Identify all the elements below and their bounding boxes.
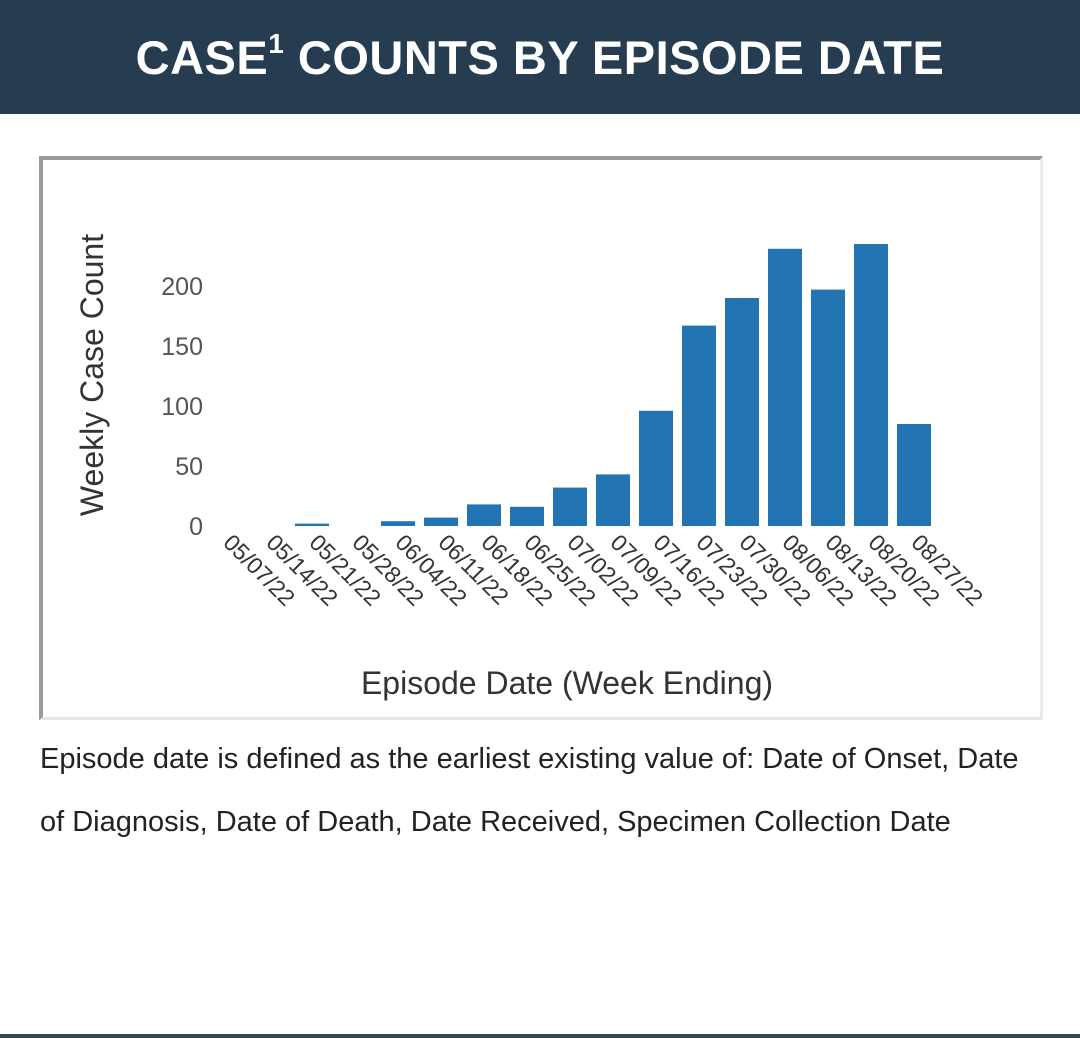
page-title: CASE1 COUNTS BY EPISODE DATE	[135, 27, 945, 85]
chart-frame: 0 50 100 150 200 05/07/22 05/14/22 05/21/22 05/…	[39, 156, 1043, 720]
x-axis-ticks: 05/07/2205/14/2205/21/2205/28/2206/04/22…	[218, 529, 988, 611]
bar	[854, 244, 888, 526]
bar	[424, 517, 458, 526]
bar	[639, 410, 673, 526]
bar	[725, 298, 759, 526]
bar	[467, 504, 501, 526]
bar	[682, 325, 716, 526]
bar	[811, 289, 845, 526]
y-tick-label: 50	[175, 453, 203, 481]
title-rest: COUNTS BY EPISODE DATE	[284, 30, 945, 84]
y-tick-label: 100	[161, 393, 203, 421]
y-tick-label: 150	[161, 333, 203, 361]
bar	[768, 248, 802, 527]
bar	[553, 487, 587, 526]
footnote: Episode date is defined as the earliest …	[40, 743, 1019, 838]
y-axis-title: Weekly Case Count	[74, 234, 110, 516]
title-footnote-marker: 1	[268, 27, 285, 59]
x-axis-title: Episode Date (Week Ending)	[361, 665, 773, 701]
bar	[510, 506, 544, 526]
bar-chart: 0 50 100 150 200 05/07/2205/14/2205/21/2205/…	[74, 234, 988, 701]
bar	[295, 523, 329, 526]
bars	[295, 244, 931, 527]
bar	[381, 521, 415, 526]
y-tick-label: 200	[161, 273, 203, 301]
bottom-divider	[0, 1034, 1080, 1038]
header-bar: CASE1 COUNTS BY EPISODE DATE	[0, 0, 1080, 114]
y-tick-label: 0	[189, 513, 203, 541]
title-main: CASE	[135, 30, 269, 84]
y-axis-ticks: 0 50 100 150 200	[161, 273, 203, 541]
bar	[897, 424, 931, 526]
bar	[596, 474, 630, 526]
